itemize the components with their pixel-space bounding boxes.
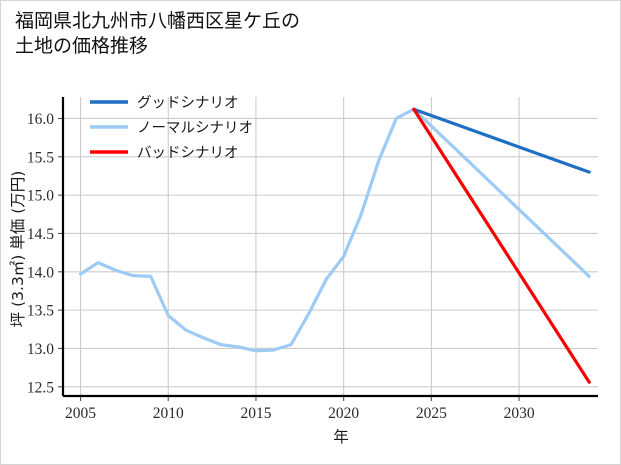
series-group xyxy=(78,107,591,384)
x-tick-labels: 2005 2010 2015 2020 2025 2030 xyxy=(65,405,535,422)
series-line xyxy=(78,107,591,353)
gridlines-group xyxy=(63,97,598,396)
legend-label: ノーマルシナリオ xyxy=(137,121,253,137)
x-tick-label: 2020 xyxy=(328,405,359,422)
y-tick-label: 13.0 xyxy=(27,341,54,358)
axis-spines xyxy=(61,97,598,398)
y-tick-label: 15.5 xyxy=(27,149,54,166)
x-tick-label: 2005 xyxy=(65,405,96,422)
y-tick-label: 15.0 xyxy=(27,188,54,205)
y-tick-label: 16.0 xyxy=(27,111,54,128)
y-tick-label: 13.5 xyxy=(27,303,54,320)
y-tick-label: 12.5 xyxy=(27,379,54,396)
y-tick-labels: 12.5 13.0 13.5 14.0 14.5 15.0 15.5 16.0 xyxy=(27,111,54,396)
x-tick-label: 2030 xyxy=(504,405,535,422)
legend-label: グッドシナリオ xyxy=(137,95,239,112)
y-axis-title: 坪 (3.3㎡) 単価 (万円) xyxy=(9,171,27,328)
page-title: 福岡県北九州市八幡西区星ケ丘の 土地の価格推移 xyxy=(15,10,301,58)
x-tick-label: 2015 xyxy=(240,405,271,422)
x-axis-title: 年 xyxy=(333,428,349,446)
x-tick-label: 2010 xyxy=(153,405,184,422)
x-tick-label: 2025 xyxy=(416,405,447,422)
y-tick-label: 14.5 xyxy=(27,226,54,243)
tickmarks-group xyxy=(58,117,520,401)
series-line xyxy=(412,107,591,174)
y-tick-label: 14.0 xyxy=(27,264,54,281)
series-line xyxy=(412,107,591,384)
legend-label: バッドシナリオ xyxy=(137,146,239,162)
